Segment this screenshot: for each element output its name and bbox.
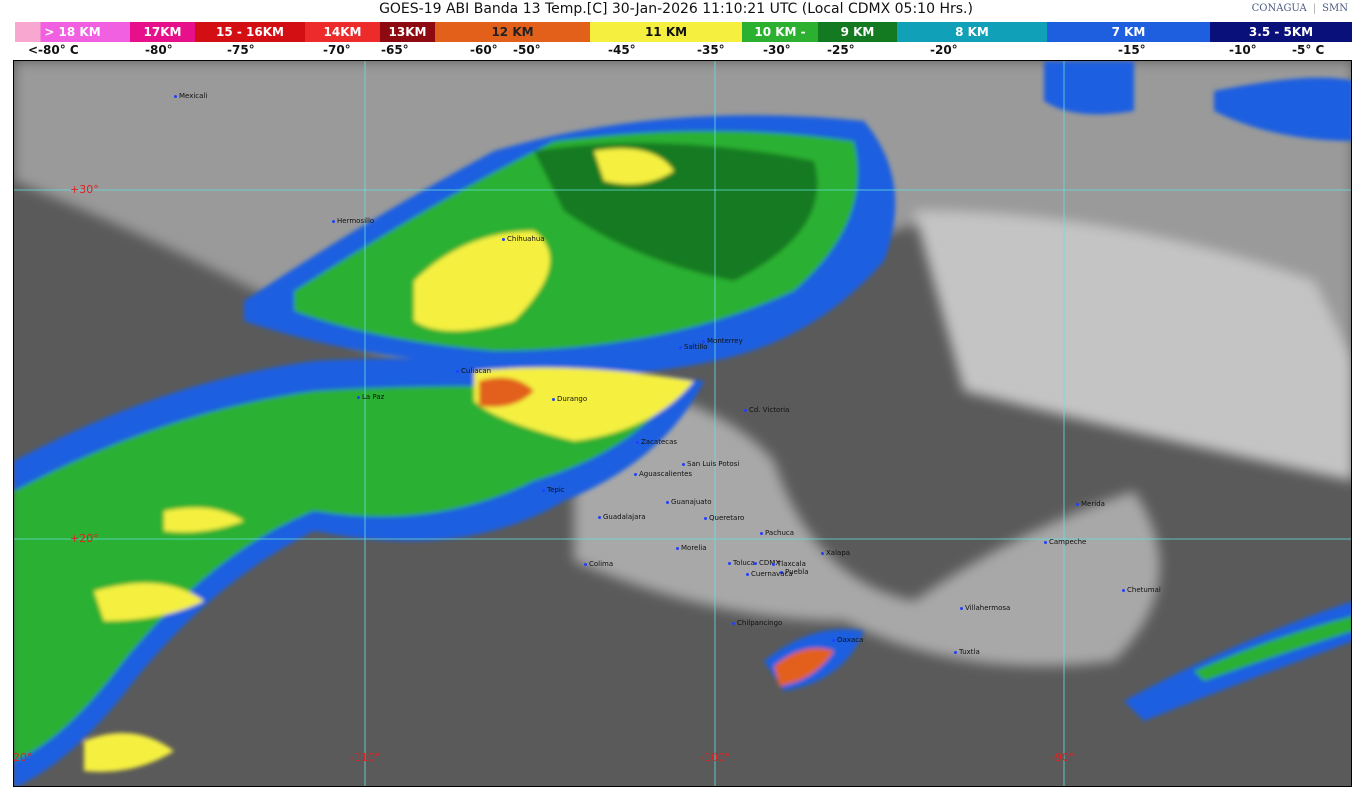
legend-segment: 3.5 - 5KM [1210, 22, 1352, 42]
legend-segment: 8 KM [897, 22, 1047, 42]
temperature-tick: -80° [145, 43, 173, 57]
conagua-logo: CONAGUA [1251, 3, 1307, 14]
lon-label: -90° [1051, 751, 1075, 764]
temperature-tick: -65° [381, 43, 409, 57]
city-label: Campeche [1044, 538, 1086, 546]
city-label: Puebla [780, 568, 809, 576]
city-label: La Paz [357, 393, 384, 401]
city-label: Culiacan [456, 367, 491, 375]
map-layer [14, 61, 1351, 786]
temperature-tick: -60° [470, 43, 498, 57]
color-legend: > 18 KM 17KM 15 - 16KM 14KM 13KM 12 KM 11 KM 10… [15, 22, 1352, 42]
city-label: Guadalajara [598, 513, 646, 521]
city-label: Hermosillo [332, 217, 374, 225]
city-label: Pachuca [760, 529, 794, 537]
city-label: Morelia [676, 544, 707, 552]
legend-segment: > 18 KM [15, 22, 130, 42]
city-label: San Luis Potosi [682, 460, 739, 468]
city-label: Toluca [728, 559, 755, 567]
temperature-tick: -20° [930, 43, 958, 57]
city-label: Tepic [542, 486, 565, 494]
city-label: Tuxtla [954, 648, 980, 656]
temperature-tick: -35° [697, 43, 725, 57]
legend-segment: 12 KM [435, 22, 590, 42]
temperature-tick: -15° [1118, 43, 1146, 57]
lat-lon-grid [14, 61, 1351, 786]
smn-logo: SMN [1322, 3, 1348, 14]
city-label: Saltillo [679, 343, 708, 351]
lon-label: -120° [13, 751, 33, 764]
legend-segment: 15 - 16KM [195, 22, 305, 42]
city-label: Cd. Victoria [744, 406, 789, 414]
city-label: Queretaro [704, 514, 744, 522]
city-label: Chihuahua [502, 235, 545, 243]
city-label: Oaxaca [832, 636, 863, 644]
lon-label: -110° [350, 751, 381, 764]
city-label: Cuernavaca [746, 570, 793, 578]
lat-label: +20° [70, 532, 99, 545]
legend-segment: 7 KM [1047, 22, 1210, 42]
city-label: Durango [552, 395, 587, 403]
city-label: Chetumal [1122, 586, 1161, 594]
city-label: Xalapa [821, 549, 850, 557]
city-label: CDMX [754, 559, 780, 567]
temperature-tick: -5° C [1292, 43, 1325, 57]
cloud-tops [14, 61, 1351, 786]
temperature-scale: <-80° C -80° -75° -70° -65° -60° -50° -45° -35° -… [0, 43, 1352, 59]
temperature-tick: -50° [513, 43, 541, 57]
city-label: Merida [1076, 500, 1105, 508]
temperature-tick: -75° [227, 43, 255, 57]
legend-segment: 17KM [130, 22, 195, 42]
lat-label: +30° [70, 183, 99, 196]
city-label: Colima [584, 560, 613, 568]
legend-segment: 10 KM - [742, 22, 818, 42]
city-label: Aguascalientes [634, 470, 692, 478]
city-label: Chilpancingo [732, 619, 782, 627]
city-label: Villahermosa [960, 604, 1010, 612]
legend-segment: 11 KM [590, 22, 742, 42]
legend-segment: 9 KM [818, 22, 897, 42]
lon-label: -100° [700, 751, 731, 764]
legend-segment: 14KM [305, 22, 380, 42]
city-label: Guanajuato [666, 498, 712, 506]
temperature-tick: -70° [323, 43, 351, 57]
temperature-tick: -25° [827, 43, 855, 57]
temperature-tick: -10° [1229, 43, 1257, 57]
temperature-tick: -30° [763, 43, 791, 57]
logos: CONAGUA | SMN [1251, 3, 1348, 14]
satellite-map: +30° +20° -120° -110° -100° -90° Mexical… [13, 60, 1352, 787]
legend-segment: 13KM [380, 22, 435, 42]
city-label: Mexicali [174, 92, 207, 100]
image-title: GOES-19 ABI Banda 13 Temp.[C] 30-Jan-202… [379, 1, 973, 17]
city-label: Tlaxcala [772, 560, 806, 568]
temperature-tick: <-80° C [28, 43, 79, 57]
city-label: Monterrey [702, 337, 743, 345]
city-label: Zacatecas [636, 438, 677, 446]
temperature-tick: -45° [608, 43, 636, 57]
